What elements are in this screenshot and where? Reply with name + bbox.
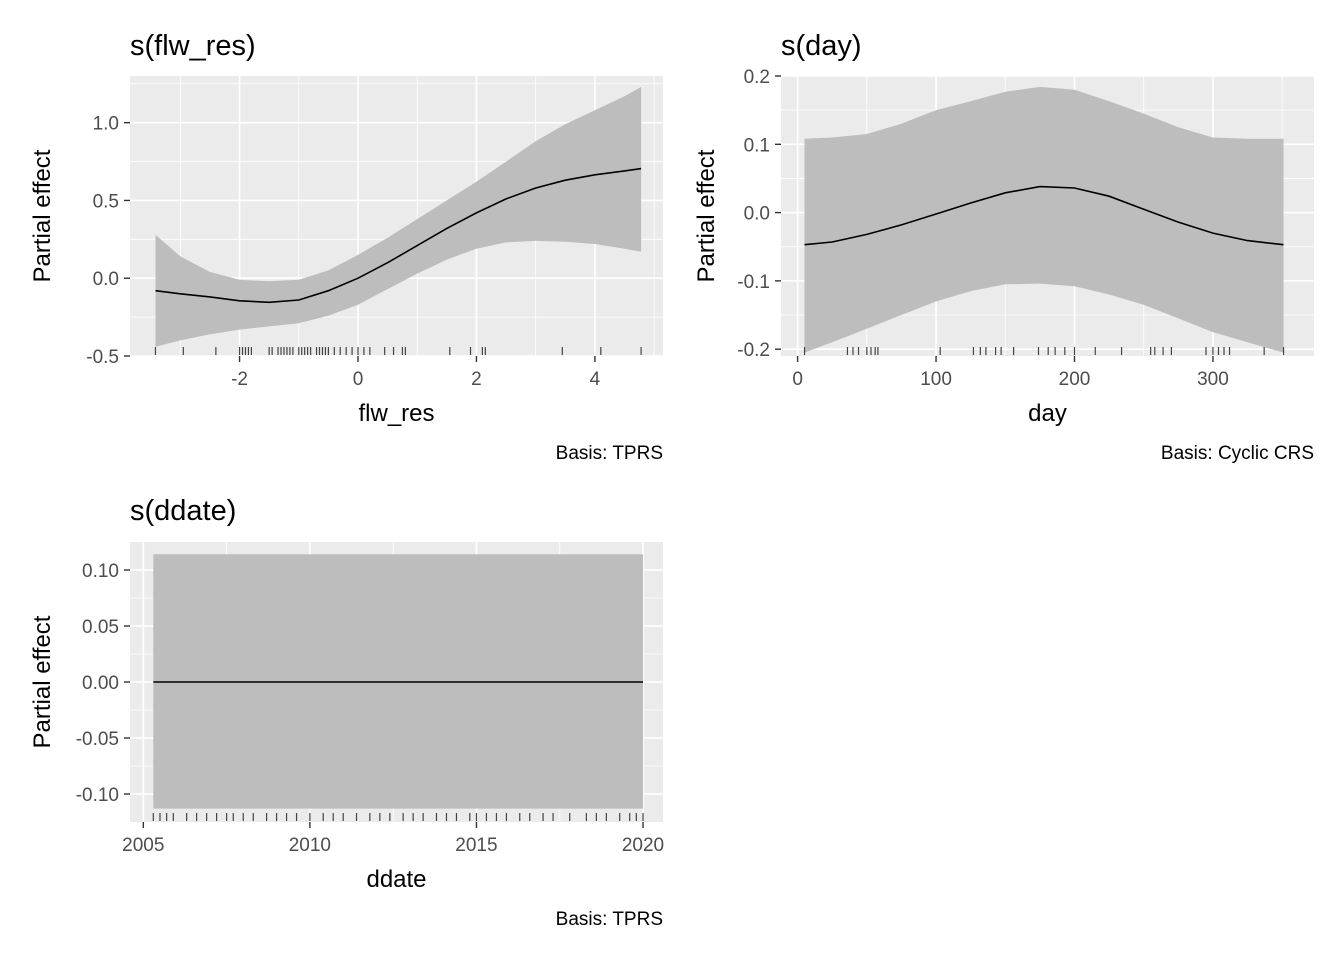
x-tick-label: 0 — [353, 369, 364, 390]
x-tick-label: 2005 — [122, 835, 164, 856]
x-tick-label: 2020 — [622, 835, 664, 856]
x-tick-label: 300 — [1197, 369, 1229, 390]
x-tick-label: 0 — [792, 369, 803, 390]
y-tick-label: 0.00 — [82, 673, 119, 694]
x-tick-label: 4 — [590, 369, 601, 390]
y-tick-label: -0.2 — [737, 340, 770, 361]
x-tick-label: 2 — [471, 369, 482, 390]
y-tick-label: 0.0 — [93, 269, 119, 290]
y-axis-title: Partial effect — [29, 149, 56, 282]
y-tick-label: 0.05 — [82, 617, 119, 638]
x-axis-title: flw_res — [358, 400, 434, 427]
confidence-band — [155, 86, 642, 347]
panel-1: 0 100 200 300 -0.2 -0.1 0.0 0.1 0.2 s(day) day Part… — [693, 30, 1314, 464]
y-tick-label: 0.0 — [744, 204, 770, 225]
basis-caption: Basis: Cyclic CRS — [1161, 443, 1314, 464]
x-axis-title: ddate — [366, 866, 426, 893]
basis-caption: Basis: TPRS — [556, 443, 663, 464]
y-tick-label: 1.0 — [93, 114, 119, 135]
x-tick-label: -2 — [231, 369, 248, 390]
y-tick-label: -0.5 — [86, 347, 119, 368]
y-tick-label: -0.10 — [76, 785, 119, 806]
y-tick-label: 0.5 — [93, 191, 119, 212]
panel-title: s(ddate) — [130, 495, 236, 527]
x-tick-label: 100 — [920, 369, 952, 390]
smooth-curve — [804, 185, 1284, 246]
x-tick-label: 2015 — [455, 835, 497, 856]
x-tick-label: 2010 — [289, 835, 331, 856]
y-axis-title: Partial effect — [29, 615, 56, 748]
x-axis-title: day — [1028, 400, 1067, 427]
y-tick-label: -0.1 — [737, 272, 770, 293]
y-tick-label: 0.10 — [82, 561, 119, 582]
panel-title: s(flw_res) — [130, 30, 256, 62]
y-tick-label: 0.1 — [744, 135, 770, 156]
confidence-band — [804, 86, 1284, 353]
y-tick-label: -0.05 — [76, 729, 119, 750]
x-tick-label: 200 — [1059, 369, 1091, 390]
basis-caption: Basis: TPRS — [556, 909, 663, 930]
panel-2: 2005 2010 2015 2020 -0.10 -0.05 0.00 0.05 0.10 s(… — [29, 495, 664, 930]
smooth-curve — [155, 167, 642, 304]
y-tick-label: 0.2 — [744, 67, 770, 88]
panel-0: -2 0 2 4 -0.5 0.0 0.5 1.0 s(flw_res) flw_res Parti… — [29, 30, 663, 464]
panel-title: s(day) — [781, 30, 862, 62]
y-axis-title: Partial effect — [693, 149, 720, 282]
